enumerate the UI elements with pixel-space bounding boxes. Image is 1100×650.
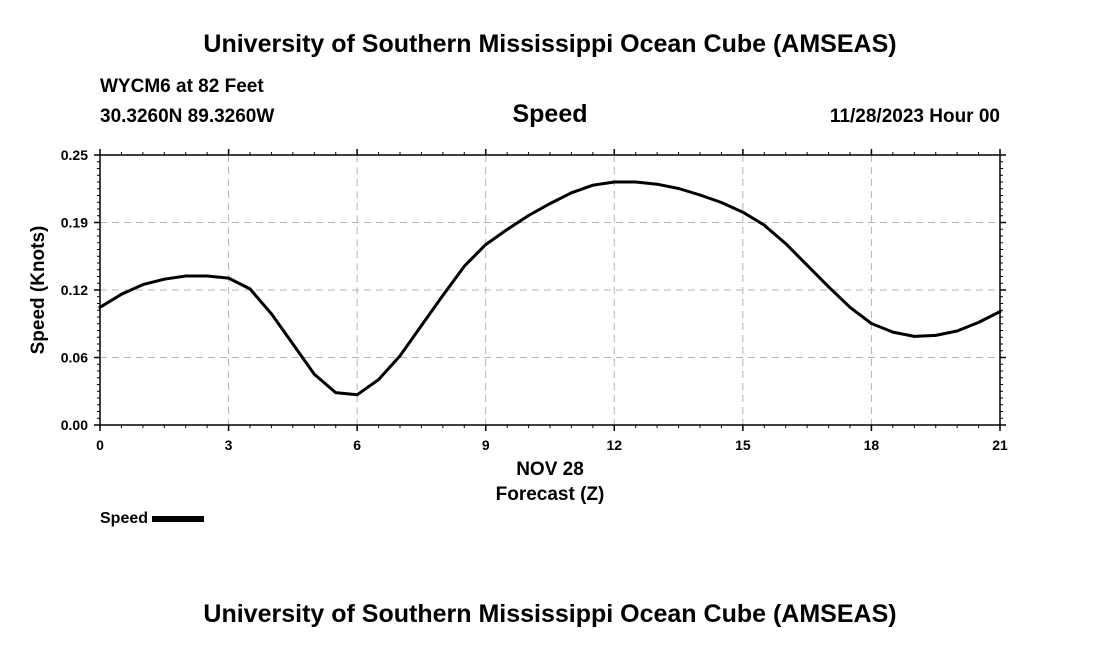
legend-label: Speed xyxy=(100,510,149,527)
legend-swatch xyxy=(152,516,205,522)
x-tick-label: 18 xyxy=(864,437,880,453)
x-tick-label: 12 xyxy=(606,437,622,453)
chart-area: 0 3 6 9 12 15 18 210.000.060.120.190.25 NOV 28 … xyxy=(28,147,1008,505)
x-tick-label: 21 xyxy=(992,437,1008,453)
speed-data-point xyxy=(655,182,659,186)
speed-data-point xyxy=(484,243,488,247)
speed-data-point xyxy=(205,274,209,278)
plot-frame xyxy=(99,154,1001,426)
tick-labels: 0 3 6 9 12 15 18 21 0.00 0.06 0.12 0.19 0.25 xyxy=(61,147,1008,453)
station-label: WYCM6 at 82 Feet xyxy=(100,76,264,97)
x-tick-label: 15 xyxy=(735,437,751,453)
y-tick-label: 0.06 xyxy=(61,350,88,366)
speed-data-point xyxy=(827,285,830,289)
speed-data-point xyxy=(934,333,938,337)
speed-data-point xyxy=(227,276,230,280)
x-tick-label: 0 xyxy=(96,437,104,453)
x-tick-label: 6 xyxy=(353,437,361,453)
y-tick-label: 0.19 xyxy=(61,215,88,231)
speed-data-point xyxy=(420,324,423,328)
speed-data-point xyxy=(312,372,316,376)
x-axis-sublabel: NOV 28 xyxy=(516,459,584,480)
speed-data-point xyxy=(591,183,595,187)
speed-data-point xyxy=(912,335,916,338)
speed-data-point xyxy=(805,263,809,267)
speed-data-point xyxy=(741,210,745,214)
speed-data-point xyxy=(441,294,445,297)
x-tick-label: 3 xyxy=(225,437,233,453)
speed-data-point xyxy=(998,310,1002,313)
speed-data-point xyxy=(762,223,766,227)
y-tick-label: 0.25 xyxy=(61,147,88,163)
x-axis-title: Forecast (Z) xyxy=(496,484,605,505)
speed-data-point xyxy=(612,180,616,184)
grid-lines xyxy=(100,155,1000,425)
speed-data-point xyxy=(334,391,338,394)
speed-data-point xyxy=(634,180,638,184)
series-layer xyxy=(98,180,1002,397)
speed-data-point xyxy=(98,305,102,309)
footer-title: University of Southern Mississippi Ocean… xyxy=(203,600,897,628)
speed-data-point xyxy=(527,214,530,217)
legend: Speed xyxy=(100,510,205,528)
variable-title: Speed xyxy=(512,100,588,128)
speed-data-point xyxy=(184,274,188,278)
y-axis-title: Speed (Knots) xyxy=(28,226,49,355)
speed-data-point xyxy=(270,312,273,316)
speed-data-point xyxy=(141,283,145,286)
speed-data-point xyxy=(698,193,702,197)
y-tick-label: 0.12 xyxy=(61,282,88,298)
y-tick-label: 0.00 xyxy=(61,417,88,433)
speed-data-point xyxy=(462,264,466,268)
station-coordinates: 30.3260N 89.3260W xyxy=(100,106,275,127)
speed-data-point xyxy=(398,354,402,358)
speed-data-point xyxy=(162,277,166,281)
speed-data-point xyxy=(977,321,980,324)
speed-data-point xyxy=(720,201,723,204)
speed-data-point xyxy=(355,393,359,397)
speed-data-point xyxy=(291,342,295,346)
speed-data-point xyxy=(505,228,509,231)
speed-data-point xyxy=(891,330,895,334)
speed-data-point xyxy=(120,292,123,296)
speed-data-point xyxy=(570,191,573,195)
speed-data-point xyxy=(870,322,873,325)
speed-data-point xyxy=(248,287,252,291)
speed-series-line xyxy=(98,180,1002,397)
speed-data-point xyxy=(377,378,380,382)
chart-main-title: University of Southern Mississippi Ocean… xyxy=(203,30,897,58)
speed-data-point xyxy=(955,329,959,333)
axis-ticks xyxy=(94,149,1006,431)
speed-data-point xyxy=(677,187,680,190)
speed-data-point xyxy=(548,202,552,206)
speed-data-point xyxy=(784,242,788,245)
x-tick-label: 9 xyxy=(482,437,490,453)
speed-data-point xyxy=(848,305,852,309)
forecast-datetime: 11/28/2023 Hour 00 xyxy=(829,106,1000,127)
